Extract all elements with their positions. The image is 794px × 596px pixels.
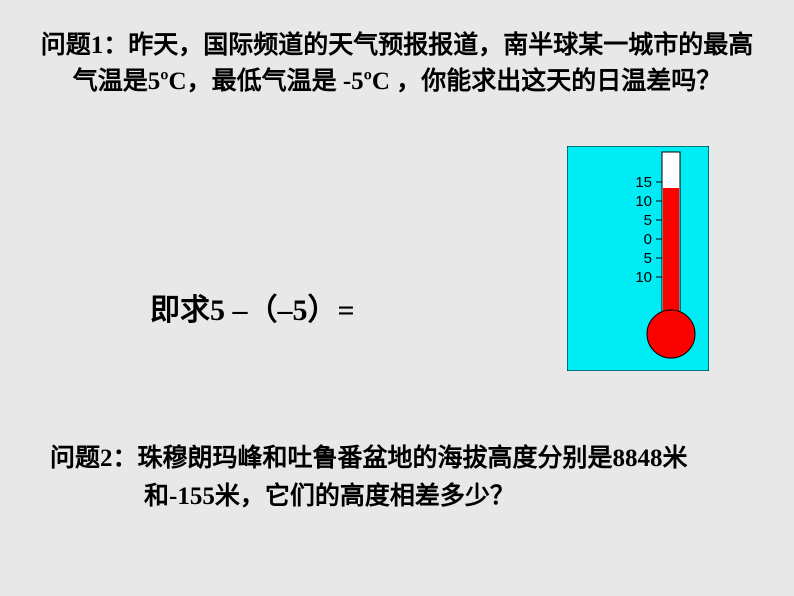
thermometer-graphic: 15 10 5 0 5 10 xyxy=(567,146,709,371)
question-1-text: 问题1：昨天，国际频道的天气预报报道，南半球某一城市的最高气温是5ºC，最低气温… xyxy=(34,28,760,101)
svg-text:15: 15 xyxy=(635,174,652,191)
svg-text:10: 10 xyxy=(635,269,652,286)
svg-text:5: 5 xyxy=(644,212,652,229)
svg-text:5: 5 xyxy=(644,250,652,267)
svg-text:10: 10 xyxy=(635,193,652,210)
equation-text: 即求5 –（–5）= xyxy=(150,285,355,329)
svg-text:0: 0 xyxy=(644,231,652,248)
question-2-line1: 问题2：珠穆朗玛峰和吐鲁番盆地的海拔高度分别是8848米 xyxy=(50,440,688,478)
question-2-text: 问题2：珠穆朗玛峰和吐鲁番盆地的海拔高度分别是8848米 和-155米，它们的高… xyxy=(50,440,688,515)
question-2-line2: 和-155米，它们的高度相差多少？ xyxy=(50,478,688,516)
